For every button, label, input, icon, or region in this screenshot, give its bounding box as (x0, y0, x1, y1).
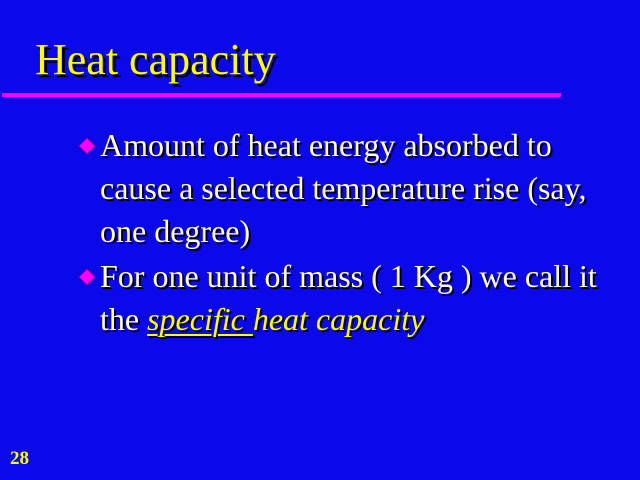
diamond-bullet-icon (78, 137, 96, 155)
bullet-text: Amount of heat energy absorbed to cause … (100, 127, 587, 249)
bullet-list: Amount of heat energy absorbed to cause … (78, 124, 618, 343)
diamond-bullet-icon (78, 268, 96, 286)
page-number: 28 (10, 448, 29, 469)
bullet-item-amount: Amount of heat energy absorbed to cause … (78, 124, 618, 253)
bullet-item-specific-heat: For one unit of mass ( 1 Kg ) we call it… (78, 255, 618, 341)
title-underline (2, 93, 561, 97)
slide-title: Heat capacity (35, 35, 276, 84)
specific-term: specific (147, 301, 253, 337)
bullet-text: For one unit of mass ( 1 Kg ) we call it… (100, 258, 597, 337)
heat-capacity-term: heat capacity (252, 301, 425, 337)
